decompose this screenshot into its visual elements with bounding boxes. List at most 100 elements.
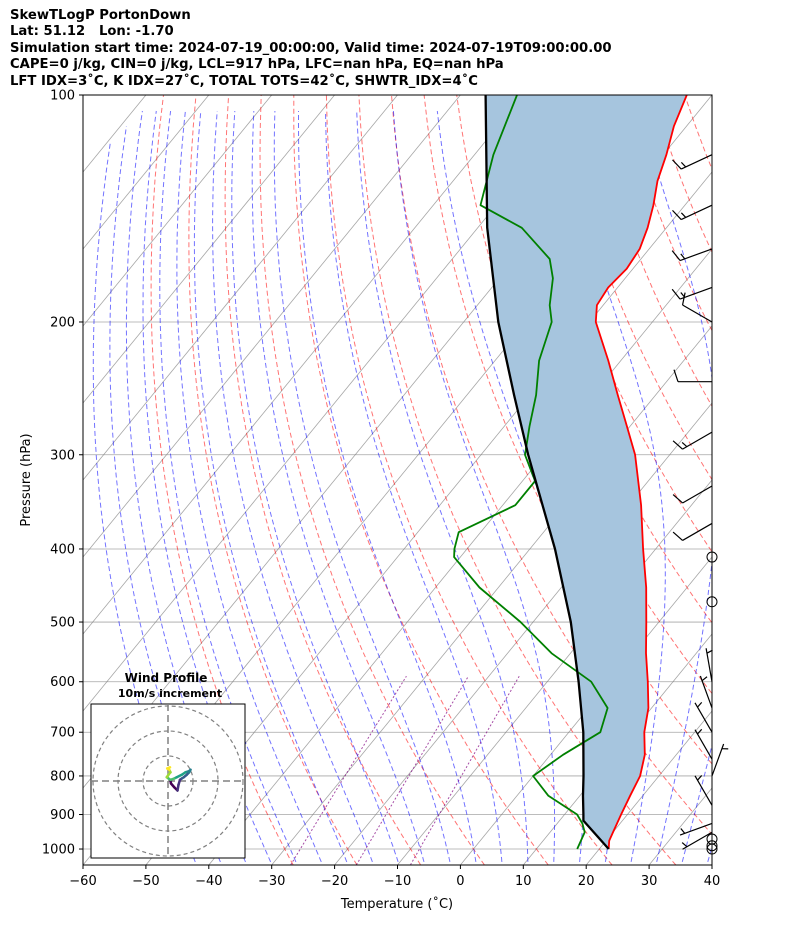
moist-adiabat [273,110,451,862]
x-tick-label: −20 [321,874,348,889]
axes: −60 −50 −40 −30 −20 −10 0 10 20 30 40 1000 900 800 700… [42,89,720,890]
dry-adiabat [259,95,485,865]
dry-adiabat [783,95,794,865]
wind-barb [673,369,712,383]
wind-barb [681,831,713,850]
wind-barb [679,822,713,836]
isotherm [83,95,524,635]
y-tick-label: 100 [50,89,75,104]
isotherm [711,864,712,865]
wind-barb [694,728,713,760]
moist-adiabat [298,111,477,862]
wind-barb [694,701,713,733]
parcel-line [484,95,610,850]
wind-barb [672,485,713,504]
temperature-line [594,95,688,850]
dry-adiabat [293,95,549,865]
moist-adiabat [681,742,712,863]
wind-barb [671,248,713,262]
header-stability-2: LFT IDX=3˚C, K IDX=27˚C, TOTAL TOTS=42˚C… [10,73,478,89]
wind-barb [672,204,713,221]
dry-adiabat [750,95,794,865]
wind-barbs [671,154,729,855]
dry-adiabat [325,95,613,865]
wind-barb [699,675,713,709]
chart-header: SkewTLogP PortonDown Lat: 51.12 Lon: -1.… [10,8,790,90]
moist-adiabat [142,110,272,863]
moist-adiabat [176,110,322,863]
isotherm [83,95,273,327]
isotherm [83,95,210,250]
isotherm [208,248,712,865]
dry-adiabat [188,95,358,865]
header-location: Lat: 51.12 Lon: -1.70 [10,24,174,40]
header-stability-1: CAPE=0 j/kg, CIN=0 j/kg, LCL=917 hPa, LF… [10,57,504,73]
shaded-area [485,95,687,849]
isotherm [83,95,84,96]
y-tick-label: 800 [50,769,75,784]
y-tick-label: 500 [50,616,75,631]
hodograph-trace [166,766,172,770]
x-tick-label: 10 [515,874,532,889]
x-tick-label: −40 [195,874,222,889]
cape-shading [485,95,687,849]
y-tick-label: 1000 [42,843,75,858]
isotherm [460,556,712,865]
isotherm [83,95,398,481]
x-tick-label: 20 [578,874,595,889]
dry-adiabat [150,95,294,865]
wind-barb [672,431,713,450]
isotherm [145,171,712,865]
x-tick-label: 30 [641,874,658,889]
x-tick-label: −60 [69,874,96,889]
x-axis-label: Temperature (˚C) [340,896,453,912]
profile-series [453,95,688,850]
x-tick-label: −50 [132,874,159,889]
isotherm [83,95,335,404]
isotherm [585,710,712,865]
moist-adiabat [556,110,666,862]
dry-adiabat [651,95,712,254]
hodograph-inset: Wind Profile 10m/s increment [90,671,246,859]
moist-adiabat [707,844,712,863]
dry-adiabat [358,95,677,865]
header-times: Simulation start time: 2024-07-19_00:00:… [10,40,612,56]
isotherm [83,95,461,558]
header-station-title: SkewTLogP PortonDown [10,8,191,23]
moist-adiabat [231,110,399,863]
dry-adiabat [717,95,794,865]
isotherm [397,479,712,865]
mixing-ratio-line [409,675,520,865]
hodograph-title: Wind Profile [125,671,208,685]
moist-adiabat [159,110,297,863]
y-tick-label: 400 [50,542,75,557]
y-tick-label: 200 [50,315,75,330]
dry-adiabat [224,95,422,865]
y-axis-label: Pressure (hPa) [19,433,34,526]
x-tick-label: −30 [258,874,285,889]
x-tick-label: −10 [384,874,411,889]
wind-barb [672,522,713,541]
wind-barb [671,286,713,300]
hodograph-subtitle: 10m/s increment [118,687,222,700]
isotherm [334,402,712,865]
x-tick-label: 0 [456,874,464,889]
mixing-ratio-line [290,675,407,865]
y-tick-label: 600 [50,675,75,690]
mixing-ratio-line [355,675,469,865]
wind-barb [681,292,713,323]
dewpoint-line [453,95,609,850]
y-tick-label: 300 [50,448,75,463]
wind-barb [672,154,713,170]
x-tick-label: 40 [704,874,721,889]
isotherm [83,95,587,712]
y-tick-label: 900 [50,808,75,823]
moist-adiabat [212,110,373,863]
wind-barb [694,775,713,806]
moist-adiabat [325,110,503,862]
dry-adiabat [521,95,712,553]
moist-adiabat [392,110,556,862]
wind-barb [711,743,729,777]
y-tick-label: 700 [50,726,75,741]
